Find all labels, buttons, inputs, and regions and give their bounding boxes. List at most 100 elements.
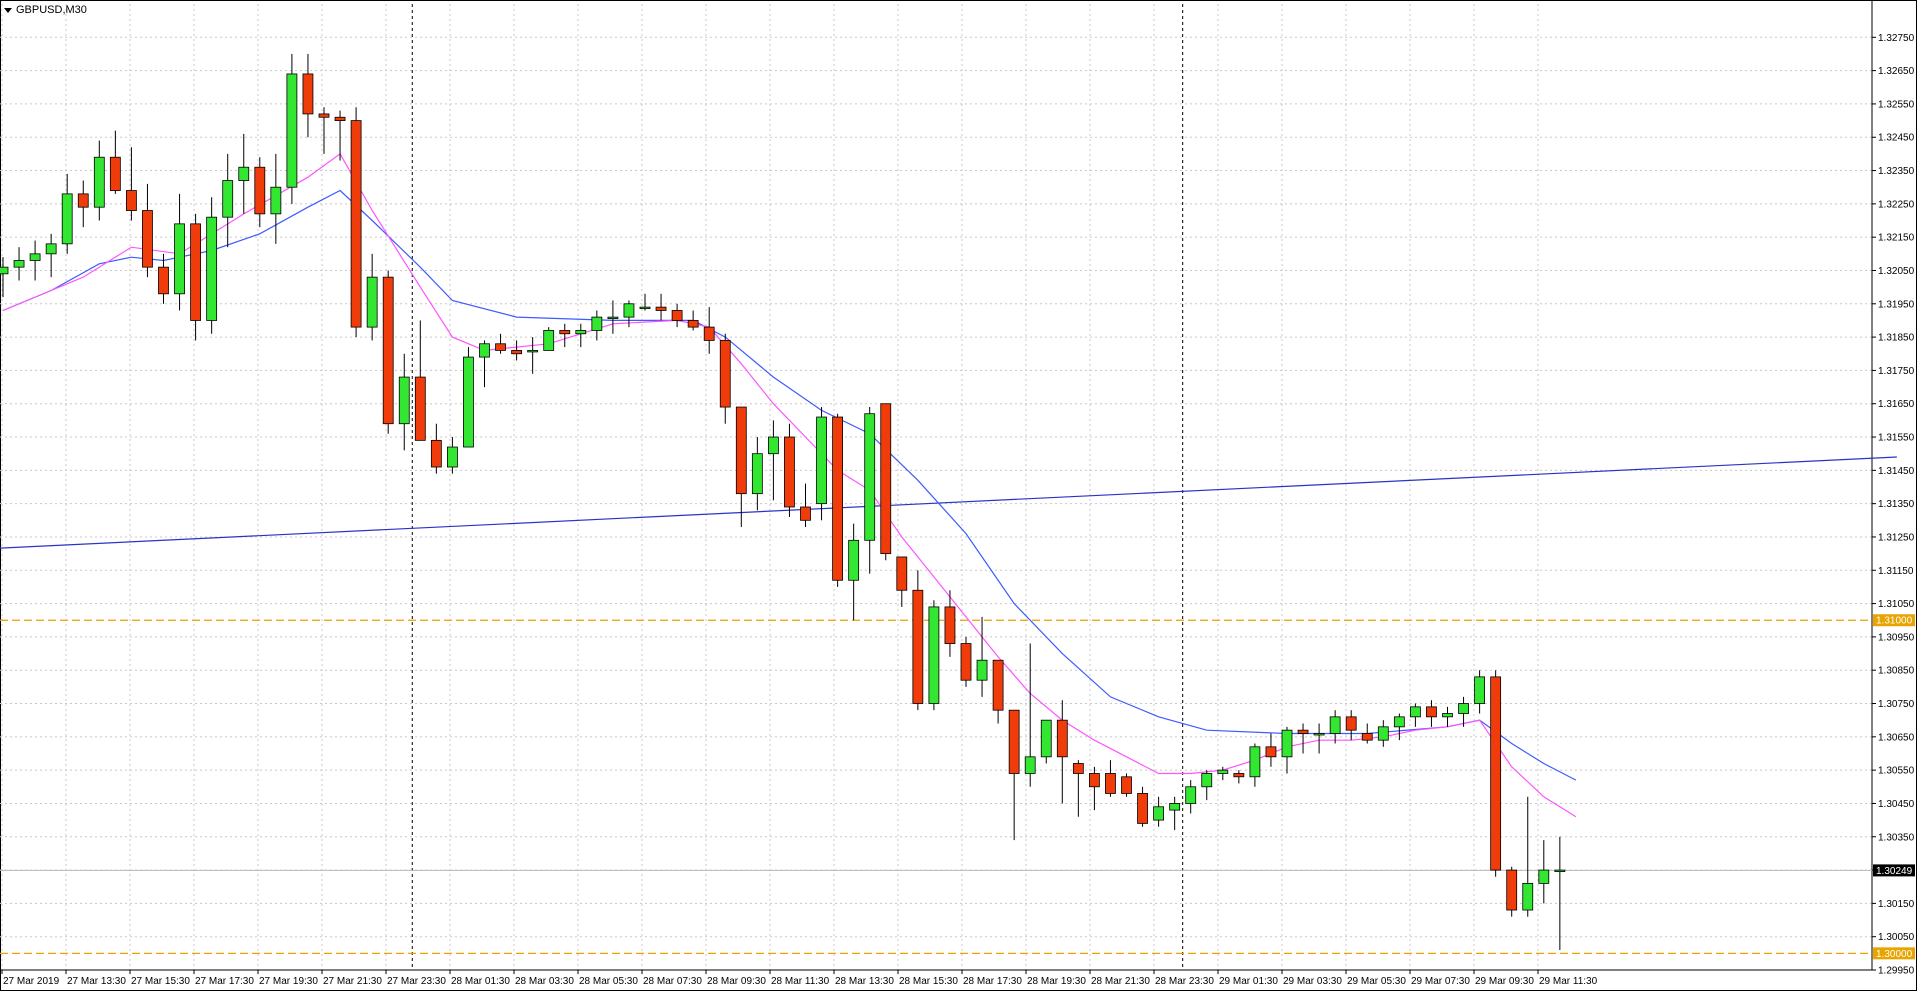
candle-bearish (158, 266, 169, 295)
price-tick-label: 1.31750 (1878, 366, 1915, 377)
candle-bearish (1121, 776, 1132, 794)
candle-bullish (1522, 882, 1534, 911)
candle-bearish (735, 406, 747, 495)
time-tick-label: 28 Mar 03:30 (515, 976, 574, 987)
candle-bearish (1297, 729, 1309, 734)
time-tick-label: 28 Mar 19:30 (1027, 976, 1086, 987)
candle-bullish (816, 416, 827, 505)
candle-bearish (800, 506, 811, 521)
candle-bullish (1040, 719, 1052, 758)
candle-bearish (559, 330, 571, 335)
candle-bearish (302, 73, 314, 115)
level-price-label: 1.31000 (1876, 616, 1913, 627)
candle-bullish (1554, 869, 1566, 872)
candle-bullish (1281, 729, 1293, 758)
price-tick-label: 1.31450 (1878, 466, 1915, 477)
candle-bearish (1506, 869, 1518, 911)
candle-bearish (254, 166, 266, 215)
chart-symbol-label: GBPUSD,M30 (16, 4, 87, 16)
time-tick-label: 28 Mar 21:30 (1091, 976, 1150, 987)
candle-bullish (527, 350, 539, 353)
candle-bullish (1024, 756, 1036, 774)
candle-bullish (0, 266, 9, 275)
price-tick-label: 1.30150 (1878, 899, 1915, 910)
price-tick-label: 1.29950 (1878, 966, 1915, 977)
candle-bearish (318, 113, 330, 118)
candle-bearish (703, 326, 715, 341)
candle-bullish (1185, 786, 1197, 804)
candle-bullish (366, 276, 378, 328)
candle-bearish (1490, 676, 1502, 871)
candle-bullish (1458, 703, 1469, 714)
candle-bullish (174, 223, 185, 295)
candle-bullish (543, 330, 555, 351)
candle-bullish (61, 193, 73, 245)
time-tick-label: 27 Mar 13:30 (67, 976, 126, 987)
candle-bearish (719, 340, 731, 408)
price-tick-label: 1.31250 (1878, 532, 1915, 543)
candle-bullish (575, 330, 587, 335)
time-tick-label: 27 Mar 19:30 (259, 976, 318, 987)
candle-bullish (1169, 803, 1181, 811)
price-tick-label: 1.32650 (1878, 66, 1915, 77)
candle-bullish (1442, 713, 1453, 718)
time-tick-label: 28 Mar 23:30 (1155, 976, 1214, 987)
candle-bearish (687, 320, 699, 328)
time-tick-label: 29 Mar 07:30 (1411, 976, 1470, 987)
time-tick-label: 28 Mar 01:30 (451, 976, 510, 987)
candle-bullish (1410, 706, 1421, 718)
price-tick-label: 1.32550 (1878, 99, 1915, 110)
candle-bullish (29, 253, 41, 261)
candle-bullish (928, 606, 940, 704)
candle-bearish (511, 350, 523, 355)
trendline[interactable] (0, 456, 1897, 550)
candle-bullish (1153, 806, 1164, 821)
time-tick-label: 27 Mar 17:30 (195, 976, 254, 987)
candle-bearish (1072, 763, 1084, 774)
candle-bullish (1329, 716, 1341, 734)
time-tick-label: 28 Mar 11:30 (771, 976, 830, 987)
candle-bearish (1265, 746, 1277, 758)
candle-bullish (1538, 869, 1550, 884)
candle-bearish (430, 439, 442, 468)
price-tick-label: 1.30450 (1878, 799, 1915, 810)
price-tick-label: 1.32450 (1878, 133, 1915, 144)
price-tick-label: 1.31050 (1878, 599, 1915, 610)
price-tick-label: 1.30050 (1878, 932, 1915, 943)
candle-bullish (607, 316, 619, 320)
candle-bullish (479, 343, 490, 358)
time-tick-label: 27 Mar 21:30 (323, 976, 382, 987)
chart-menu-icon[interactable] (4, 7, 12, 13)
time-tick-label: 29 Mar 03:30 (1283, 976, 1342, 987)
candle-bullish (639, 306, 651, 310)
level-price-label: 1.30000 (1876, 949, 1913, 960)
candle-bearish (414, 376, 426, 441)
candle-bullish (463, 356, 474, 448)
price-tick-label: 1.30650 (1878, 732, 1915, 743)
candle-bullish (286, 73, 298, 188)
time-tick-label: 28 Mar 17:30 (963, 976, 1022, 987)
candle-bullish (768, 436, 779, 455)
time-tick-label: 29 Mar 01:30 (1219, 976, 1278, 987)
candle-bearish (109, 156, 121, 191)
candle-bullish (238, 166, 250, 181)
candle-bullish (222, 180, 234, 218)
candle-bullish (1249, 746, 1261, 778)
time-tick-label: 28 Mar 09:30 (707, 976, 766, 987)
candle-bearish (1345, 716, 1357, 731)
time-tick-label: 28 Mar 13:30 (835, 976, 894, 987)
current-price-label: 1.30249 (1876, 866, 1913, 877)
price-tick-label: 1.30850 (1878, 666, 1915, 677)
candle-bearish (350, 120, 362, 328)
candle-bearish (912, 589, 924, 704)
price-tick-label: 1.31950 (1878, 299, 1915, 310)
candle-bearish (1105, 773, 1116, 794)
candle-bullish (623, 303, 635, 318)
time-tick-label: 29 Mar 05:30 (1347, 976, 1406, 987)
price-tick-label: 1.32050 (1878, 266, 1915, 277)
level-price-tag (1873, 614, 1915, 627)
time-tick-label: 27 Mar 23:30 (387, 976, 446, 987)
